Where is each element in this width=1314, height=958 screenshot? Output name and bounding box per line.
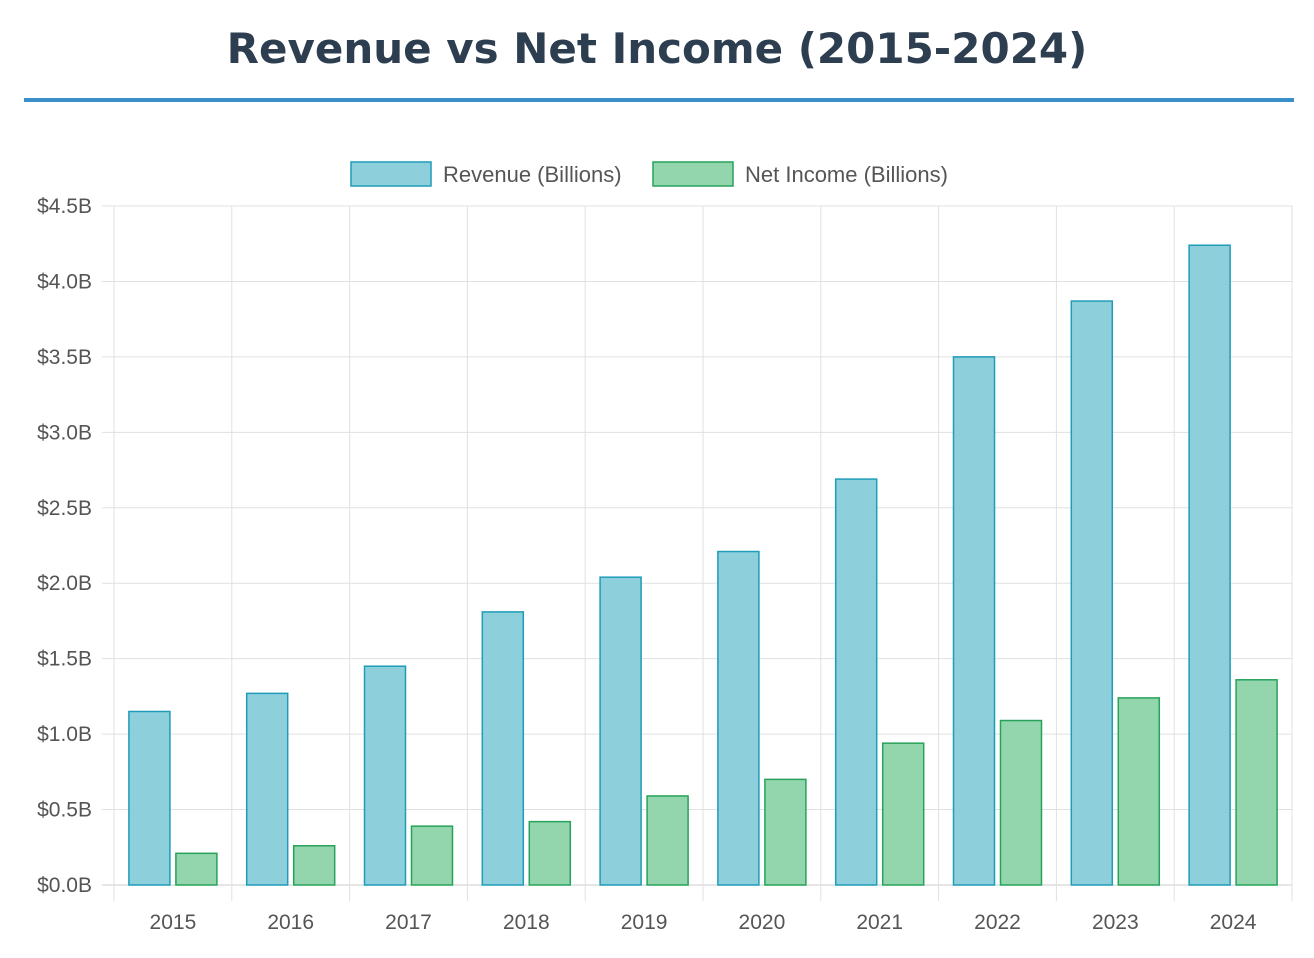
net-income-bar	[999, 719, 1043, 886]
revenue-bar	[481, 611, 525, 886]
net-income-bar	[528, 820, 572, 886]
revenue-bar	[245, 692, 289, 886]
net-income-bar	[175, 852, 218, 886]
net-income-bar	[410, 825, 454, 886]
revenue-bar	[834, 478, 878, 886]
x-tick-label: 2018	[503, 911, 550, 934]
y-tick-label: $2.0B	[37, 572, 92, 595]
x-tick-label: 2017	[385, 911, 432, 934]
net-income-bar	[1117, 697, 1161, 886]
net-income-bar	[764, 778, 807, 886]
legend-swatch-revenue	[350, 161, 432, 187]
legend-label-net-income: Net Income (Billions)	[745, 162, 948, 187]
title-underline	[24, 98, 1294, 102]
legend-swatch-net-income	[652, 161, 734, 187]
chart-title: Revenue vs Net Income (2015-2024)	[226, 24, 1088, 73]
y-tick-label: $4.5B	[37, 195, 92, 218]
revenue-bar	[952, 356, 996, 886]
x-tick-label: 2019	[621, 911, 668, 934]
y-tick-label: $0.5B	[37, 799, 92, 822]
revenue-bar	[1070, 300, 1114, 886]
y-tick-label: $1.0B	[37, 723, 92, 746]
x-tick-label: 2024	[1210, 911, 1257, 934]
y-tick-label: $2.5B	[37, 497, 92, 520]
net-income-bar	[881, 742, 925, 886]
net-income-bar	[292, 845, 336, 886]
x-tick-label: 2021	[856, 911, 903, 934]
revenue-bar	[1188, 244, 1231, 886]
x-tick-label: 2023	[1092, 911, 1139, 934]
revenue-bar	[128, 710, 171, 886]
y-tick-label: $0.0B	[37, 874, 92, 897]
revenue-bar	[363, 665, 407, 886]
y-tick-label: $4.0B	[37, 270, 92, 293]
revenue-bar	[599, 576, 642, 886]
net-income-bar	[1235, 679, 1278, 886]
x-tick-label: 2016	[267, 911, 314, 934]
y-tick-label: $3.0B	[37, 421, 92, 444]
revenue-bar	[717, 550, 760, 886]
y-tick-label: $3.5B	[37, 346, 92, 369]
y-tick-label: $1.5B	[37, 648, 92, 671]
net-income-bar	[646, 795, 689, 886]
x-tick-label: 2022	[974, 911, 1021, 934]
x-tick-label: 2015	[150, 911, 197, 934]
x-tick-label: 2020	[739, 911, 786, 934]
legend-label-revenue: Revenue (Billions)	[443, 162, 622, 187]
